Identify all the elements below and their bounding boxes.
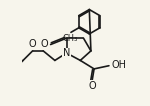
Text: N: N xyxy=(63,48,70,58)
Text: CH₃: CH₃ xyxy=(63,34,78,43)
Text: O: O xyxy=(40,39,48,49)
Text: O: O xyxy=(29,39,36,49)
Text: OH: OH xyxy=(112,60,127,70)
Text: O: O xyxy=(88,81,96,91)
